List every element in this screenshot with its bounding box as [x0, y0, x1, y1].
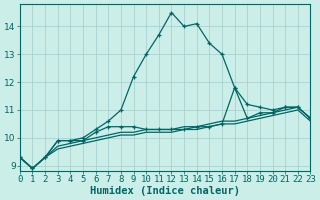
X-axis label: Humidex (Indice chaleur): Humidex (Indice chaleur) — [90, 186, 240, 196]
